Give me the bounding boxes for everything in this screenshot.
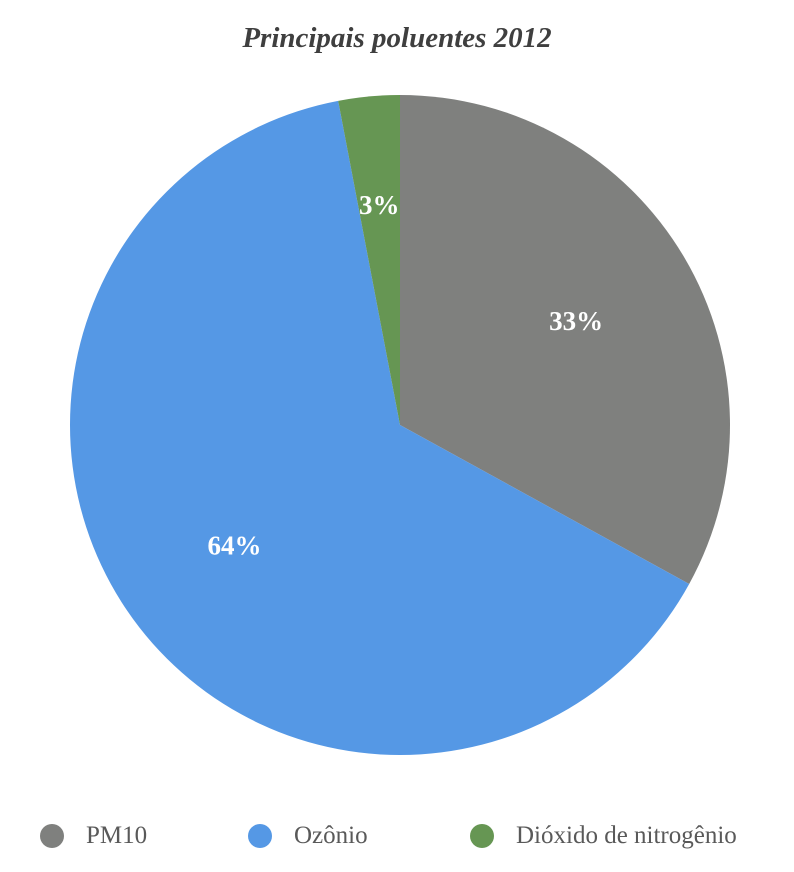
legend-item-ozonio: Ozônio — [248, 818, 368, 854]
pie-slice — [400, 95, 730, 584]
pie-slice — [69, 100, 690, 755]
legend-label: PM10 — [86, 822, 148, 849]
slice-value-label: 33% — [549, 306, 603, 336]
legend-item-dioxido-de-nitrogenio: Dióxido de nitrogênio — [470, 818, 737, 854]
pie-slice — [338, 95, 400, 425]
legend-marker — [248, 824, 272, 848]
pie-slices — [69, 95, 730, 755]
legend-item-pm10: PM10 — [40, 818, 147, 854]
legend-label: Ozônio — [294, 822, 368, 849]
pie-slice-labels: 33% 64% 3% — [207, 190, 603, 560]
legend-marker — [40, 824, 64, 848]
legend: PM10 Ozônio Dióxido de nitrogênio — [0, 818, 794, 854]
chart-title: Principais poluentes 2012 — [242, 22, 552, 54]
legend-label: Dióxido de nitrogênio — [516, 822, 737, 849]
slice-value-label: 64% — [207, 530, 261, 560]
slice-value-label: 3% — [359, 190, 400, 220]
legend-marker — [470, 824, 494, 848]
